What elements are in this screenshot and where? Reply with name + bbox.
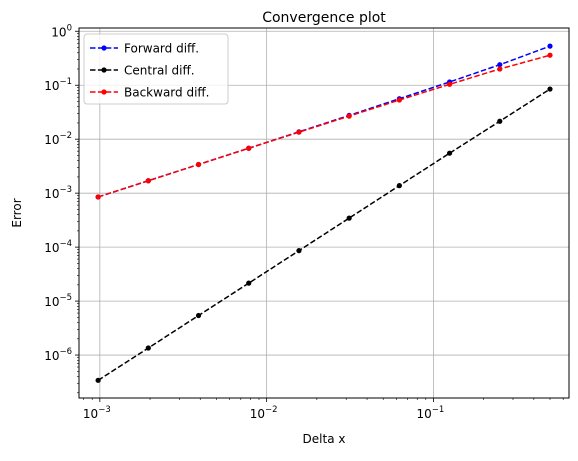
data-point-forward-diff [547, 43, 553, 49]
data-point-central-diff [95, 377, 101, 383]
x-tick-label: 10−2 [250, 405, 278, 421]
series-layer [95, 43, 553, 383]
x-tick-label: 10−1 [417, 405, 445, 421]
legend-marker-backward-diff [101, 89, 107, 95]
x-axis-label: Delta x [303, 432, 346, 446]
series-line-central-diff [97, 88, 551, 381]
legend-marker-central-diff [101, 67, 107, 73]
data-point-backward-diff [145, 178, 151, 184]
data-point-backward-diff [246, 145, 252, 151]
data-point-forward-diff [497, 62, 503, 68]
data-point-central-diff [346, 215, 352, 221]
data-point-central-diff [145, 345, 151, 351]
y-tick-label: 10−5 [44, 293, 72, 309]
legend-label-backward-diff: Backward diff. [124, 86, 210, 100]
data-point-backward-diff [195, 161, 202, 168]
data-point-central-diff [396, 183, 402, 189]
data-point-central-diff [497, 118, 503, 124]
data-point-central-diff [195, 312, 202, 319]
data-point-backward-diff [497, 66, 503, 72]
data-point-backward-diff [296, 129, 302, 135]
plot-frame [78, 27, 570, 399]
data-point-central-diff [547, 86, 553, 92]
data-point-central-diff [246, 280, 252, 286]
y-tick-label: 10−4 [44, 239, 72, 255]
data-point-backward-diff [346, 113, 352, 119]
data-point-central-diff [296, 248, 302, 254]
data-point-backward-diff [396, 97, 402, 103]
y-tick-label: 10−1 [44, 77, 72, 93]
legend-box [83, 33, 229, 105]
data-point-central-diff [446, 150, 453, 156]
y-tick-label: 10−6 [44, 347, 72, 363]
x-tick-label: 10−3 [83, 405, 111, 421]
data-point-backward-diff [547, 52, 553, 58]
data-point-backward-diff [446, 81, 453, 87]
y-tick-label: 100 [51, 23, 72, 39]
legend-label-forward-diff: Forward diff. [124, 42, 199, 56]
y-axis-label: Error [10, 198, 24, 227]
y-tick-label: 10−3 [44, 185, 72, 201]
legend: Forward diff. Central diff. Backward diff. [83, 33, 229, 105]
data-point-backward-diff [95, 194, 101, 200]
series-line-backward-diff [97, 54, 551, 198]
ticks-layer: 10−3 10−2 10−1 10−6 10−5 10−4 10−3 10−2 10−1 100 [44, 23, 564, 421]
y-tick-label: 10−2 [44, 131, 72, 147]
legend-label-central-diff: Central diff. [124, 64, 195, 78]
chart-title: Convergence plot [262, 10, 386, 26]
legend-marker-forward-diff [101, 45, 107, 51]
